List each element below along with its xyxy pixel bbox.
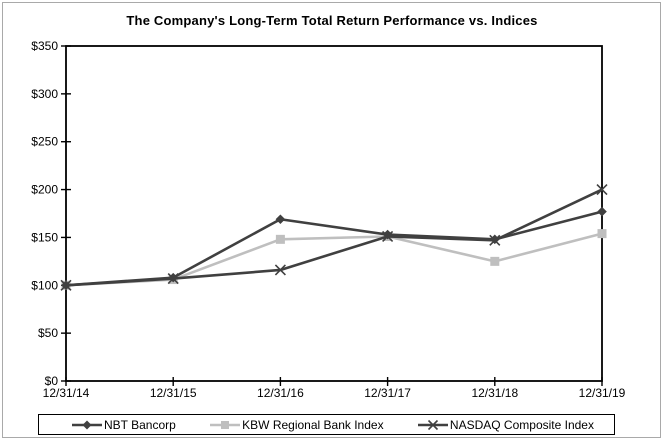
plot-border [65,45,603,382]
x-axis-tick-label: 12/31/14 [43,386,90,400]
y-axis-tick-label: $150 [31,230,58,244]
series-line-kbw-regional-bank-index [65,232,603,287]
series-marker-nasdaq-composite-index [596,184,608,196]
y-axis-tick-label: $0 [45,374,59,388]
series-marker-nbt-bancorp [597,206,607,217]
x-axis-tick-label: 12/31/15 [150,386,197,400]
y-axis-tick-label: $250 [31,135,58,149]
legend-label: NASDAQ Composite Index [449,417,594,432]
y-axis-tick-label: $350 [31,39,58,53]
legend-item-nasdaq-composite-index: NASDAQ Composite Index [417,418,594,432]
legend-label: NBT Bancorp [104,417,176,432]
y-axis-tick-label: $300 [31,87,58,101]
y-axis-tick-label: $100 [31,278,58,292]
x-axis-tick-label: 12/31/18 [471,386,518,400]
x-axis-tick-label: 12/31/17 [364,386,411,400]
series-line-nbt-bancorp [65,210,603,287]
legend-label: KBW Regional Bank Index [242,417,384,432]
x-axis-tick-label: 12/31/19 [579,386,626,400]
legend-marker-square-icon [210,420,241,429]
legend-marker-diamond-icon [72,420,102,429]
y-axis-tick-label: $200 [31,183,58,197]
series-marker-nbt-bancorp [490,234,500,245]
legend-marker-x-icon [417,419,448,430]
series-marker-nbt-bancorp [382,229,393,240]
series-marker-nbt-bancorp [275,214,286,225]
series-marker-nbt-bancorp [61,280,71,291]
series-marker-kbw-regional-bank-index [490,256,500,266]
legend-item-nbt-bancorp: NBT Bancorp [71,418,176,432]
series-marker-nbt-bancorp [168,272,178,283]
series-marker-kbw-regional-bank-index [275,234,285,244]
x-axis-tick-label: 12/31/16 [257,386,304,400]
legend: NBT Bancorp KBW Regional Bank Index NASDAQ… [38,414,615,435]
chart-title: The Company's Long-Term Total Return Per… [126,13,538,28]
series-marker-kbw-regional-bank-index [597,229,607,239]
series-marker-nasdaq-composite-index [274,264,286,276]
y-axis-tick-label: $50 [38,326,58,340]
legend-item-kbw-regional-bank-index: KBW Regional Bank Index [209,417,384,432]
